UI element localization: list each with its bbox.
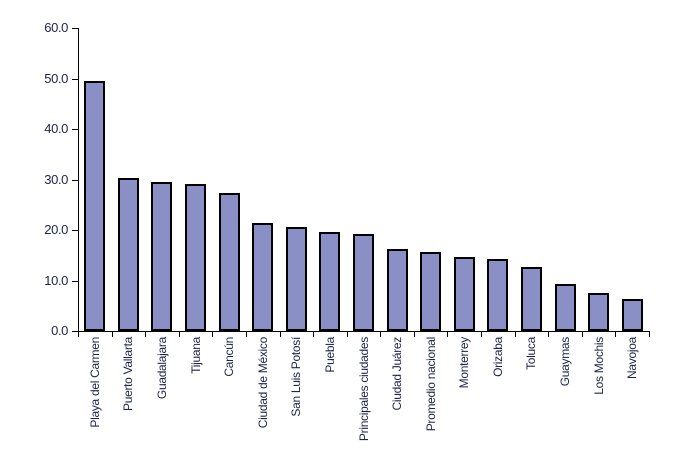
x-axis-tick-label: Puebla [323,337,337,373]
x-axis-tick-label: Ciudad de México [256,337,270,429]
x-axis-tick-label: Toluca [524,337,538,370]
bar-navojoa [622,299,643,331]
x-axis-tick-label: Navojoa [625,337,639,379]
x-axis-tick-label: Guaymas [558,337,572,387]
bar-playa-del-carmen [84,81,105,331]
x-axis-tick-label: Ciudad Juárez [390,337,404,411]
x-axis-tick [380,332,381,337]
bar-san-luis-potos- [286,227,307,331]
bar-ciudad-de-m-xico [252,223,273,331]
x-axis-tick [515,332,516,337]
bar-guadalajara [151,182,172,331]
y-axis-tick [72,79,78,80]
y-axis-tick [72,129,78,130]
x-axis-tick-label: Orizaba [491,337,505,377]
y-axis-tick [72,230,78,231]
x-axis-tick-label: Guadalajara [155,337,169,400]
y-axis-tick [72,331,78,332]
x-axis-tick [212,332,213,337]
bar-monterrey [454,257,475,331]
x-axis-tick [145,332,146,337]
bar-puebla [319,232,340,331]
plot-area [78,28,650,332]
bar-canc-n [219,193,240,331]
x-axis-tick-label: Cancún [222,337,236,377]
y-axis-tick-label: 60.0 [44,20,68,35]
x-axis-tick [246,332,247,337]
x-axis-tick [78,332,79,337]
x-axis-tick-label: Principales ciudades [357,337,371,442]
bar-los-mochis [588,293,609,331]
x-axis-tick-label: Playa del Carmen [88,337,102,428]
bar-tijuana [185,184,206,331]
x-axis-tick [649,332,650,337]
y-axis-tick-label: 20.0 [44,222,68,237]
x-axis-tick [548,332,549,337]
bar-puerto-vallarta [118,178,139,331]
y-axis-tick [72,281,78,282]
bar-promedio-nacional [420,252,441,331]
x-axis-tick [582,332,583,337]
x-axis-tick [414,332,415,337]
y-axis-tick-label: 10.0 [44,273,68,288]
y-axis-tick-label: 0.0 [51,323,68,338]
x-axis-tick [112,332,113,337]
y-axis-tick-label: 50.0 [44,71,68,86]
x-axis-tick [347,332,348,337]
bar-guaymas [555,284,576,331]
x-axis-tick-label: Tijuana [189,337,203,374]
y-axis-tick [72,180,78,181]
y-axis-tick [72,28,78,29]
x-axis-tick-label: Los Mochis [592,337,606,395]
y-axis-tick-label: 40.0 [44,121,68,136]
x-axis-tick [313,332,314,337]
bar-orizaba [487,259,508,331]
x-axis-tick-label: Promedio nacional [424,337,438,432]
x-axis-tick [615,332,616,337]
x-axis-tick-label: Monterrey [457,337,471,389]
bar-principales-ciudades [353,234,374,331]
x-axis-tick [280,332,281,337]
x-axis-tick-label: San Luis Potosí [289,337,303,417]
bar-ciudad-ju-rez [387,249,408,331]
y-axis-tick-label: 30.0 [44,172,68,187]
x-axis-tick [481,332,482,337]
x-axis-tick [447,332,448,337]
x-axis-tick [179,332,180,337]
x-axis-tick-label: Puerto Vallarta [121,337,135,411]
bar-toluca [521,267,542,331]
